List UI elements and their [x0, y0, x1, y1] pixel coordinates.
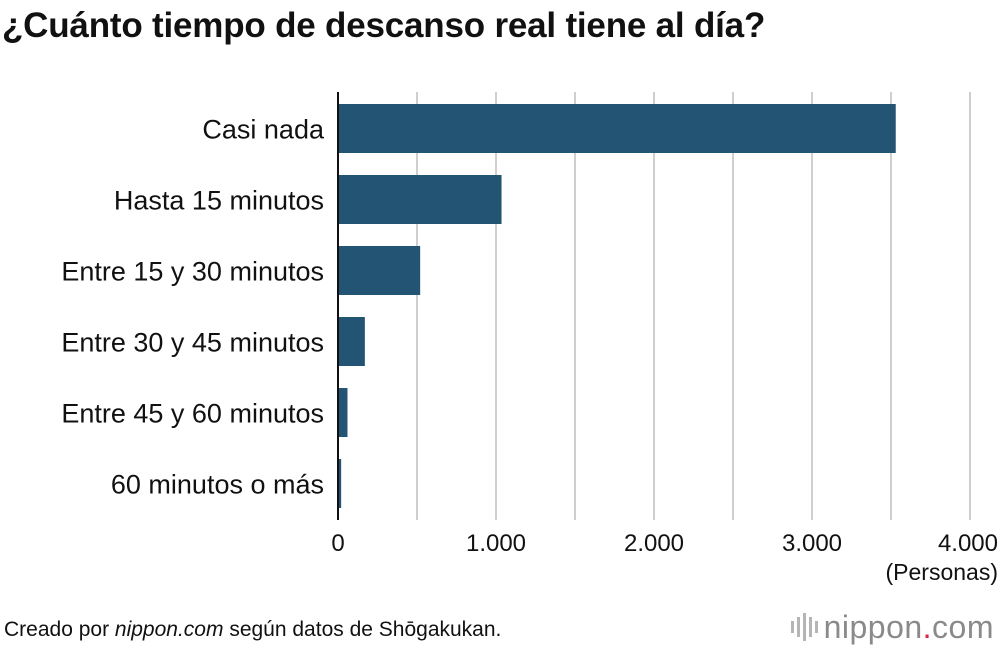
logo-text: nippon.com	[824, 609, 994, 646]
source-note: Creado por nippon.com según datos de Shō…	[4, 618, 501, 642]
source-prefix: Creado por	[4, 618, 115, 641]
bar	[338, 104, 896, 153]
bar	[338, 388, 348, 437]
category-label: Hasta 15 minutos	[114, 186, 324, 216]
logo-tld: com	[932, 608, 994, 645]
source-suffix: según datos de Shōgakukan.	[223, 618, 502, 641]
category-label: Entre 45 y 60 minutos	[61, 399, 324, 429]
x-tick-label: 3.000	[782, 530, 842, 557]
labels: Casi nada Hasta 15 minutos Entre 15 y 30 m…	[61, 115, 998, 586]
source-site: nippon.com	[114, 618, 224, 641]
x-tick-label: 1.000	[466, 530, 526, 557]
bar-chart: Casi nada Hasta 15 minutos Entre 15 y 30 m…	[61, 92, 998, 586]
bars	[338, 104, 896, 508]
category-label: Entre 15 y 30 minutos	[61, 257, 324, 287]
bar	[338, 317, 365, 366]
chart-title: ¿Cuánto tiempo de descanso real tiene al…	[2, 6, 766, 45]
logo-dot: .	[922, 608, 933, 645]
nippon-logo: nippon.com	[790, 609, 994, 646]
bar	[338, 459, 342, 508]
bar	[338, 175, 502, 224]
grid-lines	[416, 92, 971, 520]
x-tick-label: 0	[331, 530, 344, 557]
category-label: Casi nada	[202, 115, 325, 145]
x-tick-label: 2.000	[624, 530, 684, 557]
logo-mark-icon	[790, 613, 818, 641]
category-label: Entre 30 y 45 minutos	[61, 328, 324, 358]
x-unit-label: (Personas)	[886, 559, 998, 585]
x-tick-label: 4.000	[938, 530, 998, 557]
bar	[338, 246, 421, 295]
logo-name: nippon	[823, 608, 923, 645]
category-label: 60 minutos o más	[111, 470, 324, 500]
